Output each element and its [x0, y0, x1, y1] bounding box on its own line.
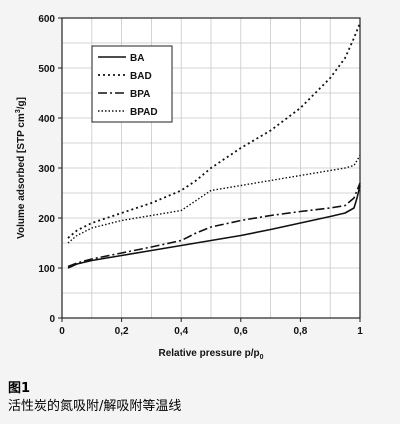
series-line-bad [67, 22, 361, 239]
x-axis-label: Relative pressure p/p0 [158, 348, 263, 361]
series-line-ba [67, 185, 361, 269]
series-line-bpa [67, 182, 361, 268]
y-tick-label: 600 [38, 14, 55, 25]
y-tick-label: 100 [38, 264, 55, 275]
y-tick-label: 400 [38, 114, 55, 125]
x-tick-label: 0,6 [234, 326, 248, 337]
legend-label-bpad: BPAD [130, 107, 158, 118]
legend-label-ba: BA [130, 53, 144, 64]
figure-caption: 图1 活性炭的氮吸附/解吸附等温线 [8, 380, 181, 416]
x-tick-label: 0,4 [174, 326, 188, 337]
x-tick-label: 0,8 [293, 326, 307, 337]
series-line-bpad [67, 155, 361, 244]
x-tick-label: 1 [357, 326, 363, 337]
legend-label-bad: BAD [130, 71, 152, 82]
figure-caption-text: 活性炭的氮吸附/解吸附等温线 [8, 399, 182, 414]
x-tick-label: 0,2 [115, 326, 129, 337]
y-tick-label: 300 [38, 164, 55, 175]
isotherm-chart: 0 0,2 0,4 0,6 0,8 1 0 100 200 300 400 500 600 Relativ… [15, 14, 363, 361]
y-tick-label: 500 [38, 64, 55, 75]
legend-label-bpa: BPA [130, 89, 150, 100]
y-tick-label: 200 [38, 214, 55, 225]
y-axis-label: Volume adsorbed [STP cm3/g] [15, 97, 27, 239]
figure-label: 图1 [8, 381, 31, 396]
x-tick-label: 0 [59, 326, 65, 337]
y-tick-label: 0 [49, 314, 55, 325]
legend-box [91, 45, 173, 123]
